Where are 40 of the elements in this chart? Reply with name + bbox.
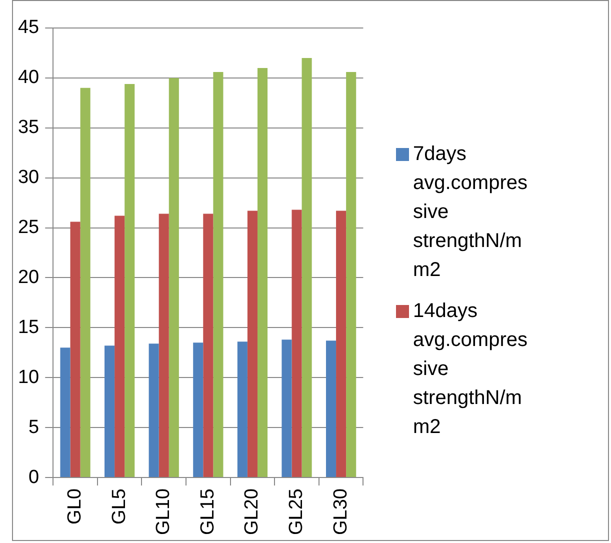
bar (158, 214, 169, 478)
x-tick-label: GL5 (108, 488, 130, 524)
legend-label: 14days avg.compressive strengthN/mm2 (413, 299, 528, 440)
y-tick-label: 40 (18, 67, 40, 88)
y-tick-label: 10 (18, 366, 40, 388)
bar (282, 340, 292, 478)
y-tick-label: 30 (18, 167, 40, 188)
bar (114, 216, 125, 478)
bar (168, 78, 179, 478)
bar (326, 340, 336, 478)
bar (247, 210, 258, 478)
x-tick-label: GL0 (64, 488, 86, 524)
legend-label: 7days avg.compressive strengthN/mm2 (413, 142, 528, 283)
bar (213, 72, 224, 478)
bar (148, 344, 159, 478)
y-tick-label: 15 (18, 316, 40, 338)
x-tick-label: GL25 (286, 488, 307, 536)
y-tick-label: 0 (28, 466, 40, 488)
bar (124, 84, 135, 478)
y-tick-label: 45 (18, 17, 40, 38)
bar (237, 342, 248, 478)
bar (70, 222, 80, 478)
y-tick-label: 20 (18, 266, 40, 288)
x-tick-label: GL10 (153, 488, 174, 536)
bar (80, 88, 90, 478)
y-tick-label: 35 (18, 117, 40, 138)
bar (336, 210, 346, 478)
x-tick-label: GL30 (330, 488, 352, 536)
bar (104, 346, 115, 478)
x-tick-label: GL20 (242, 488, 263, 536)
x-tick-label: GL15 (197, 488, 218, 536)
bar (346, 72, 356, 478)
y-tick-label: 5 (28, 416, 40, 438)
bar (257, 68, 268, 478)
bar (203, 214, 214, 478)
bar (302, 58, 312, 478)
bar (60, 348, 70, 478)
bar (292, 210, 302, 478)
bar (193, 342, 204, 478)
y-tick-label: 25 (18, 217, 40, 238)
